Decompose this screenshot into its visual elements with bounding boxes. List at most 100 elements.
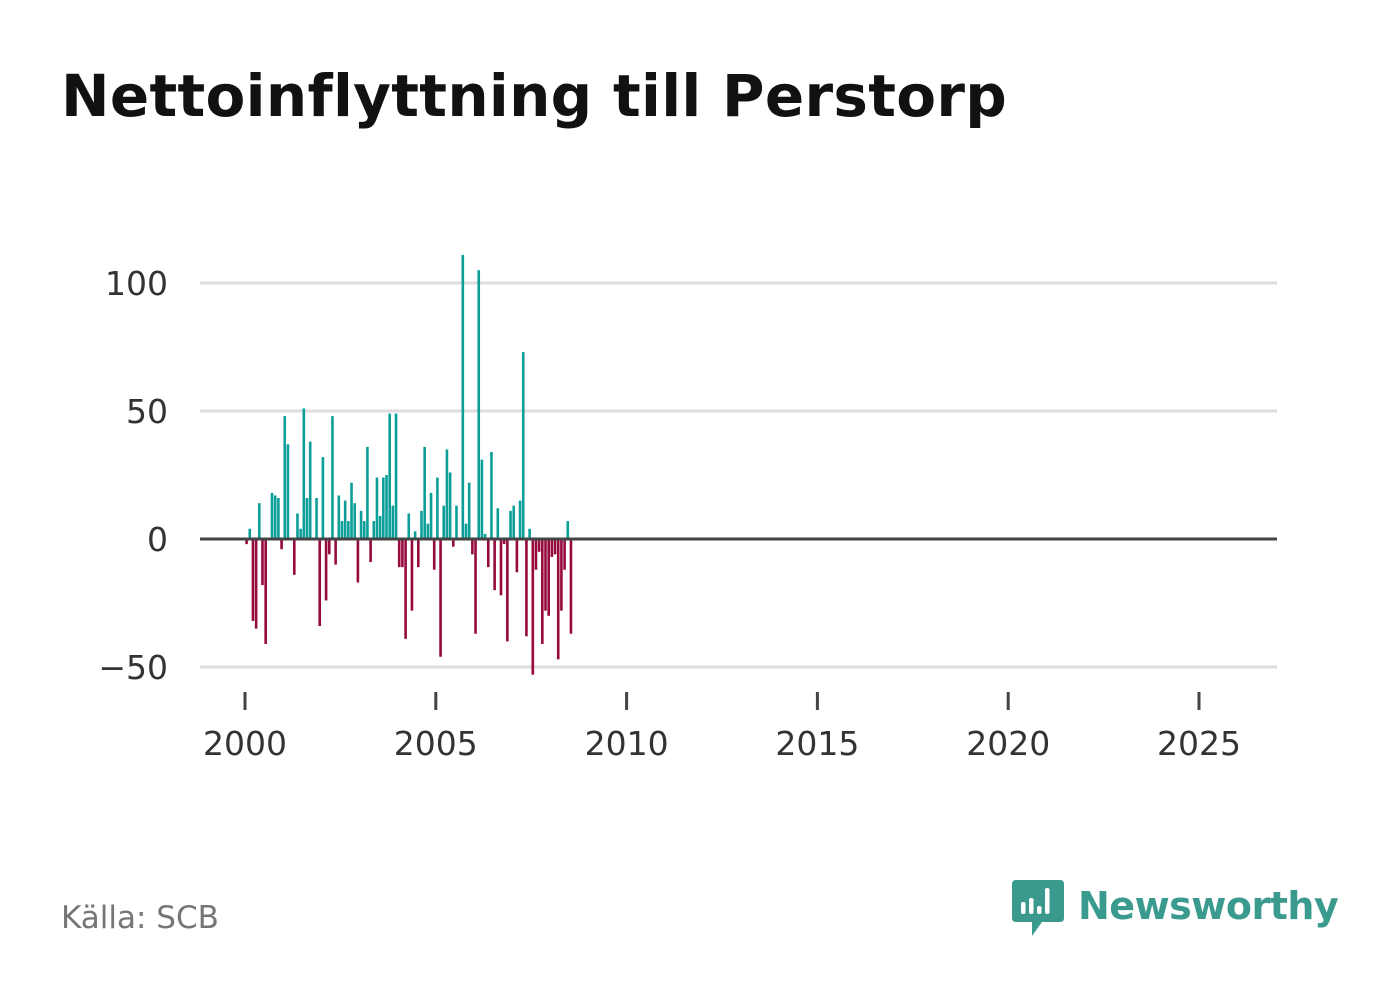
bar <box>477 270 481 539</box>
bar <box>343 500 347 539</box>
bar <box>337 495 341 539</box>
bar <box>280 539 283 550</box>
bar <box>512 505 516 539</box>
bar <box>347 521 350 539</box>
bar <box>490 451 493 539</box>
bar <box>544 539 547 611</box>
gridlines <box>200 281 1277 669</box>
bar <box>248 528 252 539</box>
bar <box>499 539 503 596</box>
bar <box>432 539 436 570</box>
bar <box>394 413 398 539</box>
newsworthy-logo-icon <box>1012 880 1064 936</box>
bar <box>509 510 512 539</box>
bar <box>369 539 372 563</box>
bar <box>302 408 306 539</box>
bar <box>258 503 261 539</box>
x-axis-ticks: 2000 2005 2010 2015 2020 2025 <box>203 692 1241 763</box>
chart-title: Nettoinflyttning till Perstorp <box>61 62 1008 130</box>
bar <box>340 521 344 539</box>
bar <box>560 539 563 611</box>
bar <box>537 539 541 552</box>
bar <box>483 533 487 539</box>
bar <box>388 413 391 539</box>
bar <box>464 523 468 539</box>
bar <box>506 539 509 642</box>
bar <box>404 539 407 639</box>
bar <box>534 539 538 570</box>
bar <box>305 498 309 539</box>
x-tick-label: 2010 <box>585 724 669 763</box>
bar <box>321 457 325 539</box>
bar <box>334 539 337 565</box>
y-axis-ticks: 100 50 0 −50 <box>98 264 168 687</box>
bar <box>245 539 248 545</box>
bar <box>518 500 522 539</box>
bar <box>474 539 477 634</box>
bar <box>550 539 554 557</box>
bar <box>541 539 544 644</box>
bar <box>366 446 369 539</box>
bar <box>397 539 401 568</box>
y-tick-label: 0 <box>147 520 168 559</box>
bar <box>375 477 379 539</box>
bar <box>531 539 535 675</box>
bar <box>359 510 363 539</box>
bar <box>525 539 528 637</box>
bar <box>277 498 280 539</box>
bar <box>442 505 446 539</box>
bar <box>324 539 328 601</box>
bar <box>496 508 500 539</box>
bar <box>410 539 414 611</box>
bar <box>308 441 312 539</box>
bar <box>286 444 290 539</box>
bar <box>486 539 490 568</box>
bar <box>299 528 302 539</box>
bar <box>563 539 566 570</box>
bar <box>251 539 255 621</box>
bar <box>362 521 366 539</box>
bar <box>413 531 417 539</box>
y-tick-label: 100 <box>105 264 168 303</box>
bar <box>315 498 318 539</box>
bar <box>556 539 560 660</box>
bar <box>264 539 267 644</box>
bar <box>372 521 376 539</box>
x-tick-label: 2005 <box>394 724 478 763</box>
bar <box>353 503 357 539</box>
bar <box>566 521 570 539</box>
bar <box>553 539 557 555</box>
y-tick-label: −50 <box>98 648 168 687</box>
bar <box>502 539 506 545</box>
bar <box>331 416 334 539</box>
bar <box>515 539 519 573</box>
bar <box>270 492 274 539</box>
x-tick-label: 2015 <box>775 724 859 763</box>
bar <box>521 352 525 539</box>
y-tick-label: 50 <box>126 392 168 431</box>
brand-name: Newsworthy <box>1078 884 1339 928</box>
bar <box>391 505 395 539</box>
bar <box>451 539 455 547</box>
bar <box>426 523 430 539</box>
bar <box>407 513 411 539</box>
bar <box>528 528 531 539</box>
bar <box>461 254 465 539</box>
bar <box>429 492 433 539</box>
bar <box>436 477 439 539</box>
bar <box>417 539 420 568</box>
bar <box>448 472 452 539</box>
bar <box>318 539 322 627</box>
bar <box>423 446 426 539</box>
bar <box>327 539 331 555</box>
bar <box>455 505 458 539</box>
x-tick-label: 2025 <box>1157 724 1241 763</box>
bars <box>245 254 573 675</box>
bar <box>385 475 388 539</box>
bar <box>283 416 287 539</box>
bar <box>378 515 382 539</box>
bar <box>467 482 471 539</box>
bar <box>401 539 404 568</box>
bar <box>261 539 264 586</box>
